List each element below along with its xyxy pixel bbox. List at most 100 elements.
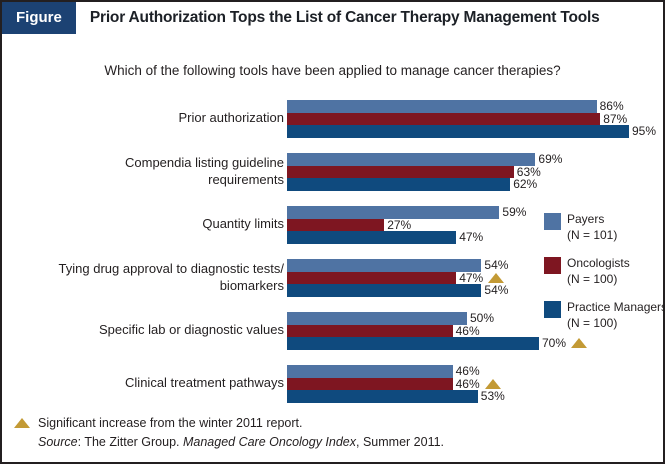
bar-oncologists	[287, 218, 385, 231]
bar-payers	[287, 100, 597, 113]
bar-row: 54%	[287, 259, 508, 272]
bar-row: 69%	[287, 153, 562, 166]
bar-payers	[287, 153, 536, 166]
bar-oncologists	[287, 377, 453, 390]
category-label: Specific lab or diagnostic values	[99, 322, 284, 338]
bar-stack: 86% 87% 95%	[287, 100, 656, 138]
bar-row: 59%	[287, 206, 526, 219]
bar-practice-managers	[287, 284, 482, 297]
bar-stack: 46% 46% 53%	[287, 365, 505, 403]
bar-payers	[287, 206, 500, 219]
value-label: 86%	[599, 99, 624, 114]
value-label: 46%	[455, 376, 480, 391]
chart-group: Prior authorization 86% 87% 95%	[12, 100, 656, 138]
bar-practice-managers	[287, 390, 478, 403]
bar-row: 50%	[287, 312, 587, 325]
category-label: Tying drug approval to diagnostic tests/…	[58, 260, 284, 293]
significance-footnote: Significant increase from the winter 201…	[14, 416, 444, 430]
bar-row: 53%	[287, 390, 505, 403]
figure-header: Figure Prior Authorization Tops the List…	[2, 2, 663, 34]
source-segment: Source	[38, 435, 78, 449]
value-label: 46%	[455, 364, 480, 379]
source-segment: Managed Care Oncology Index	[182, 435, 357, 449]
bar-practice-managers	[287, 178, 511, 191]
chart-legend: Payers (N = 101) Oncologists (N = 100) Pract…	[544, 212, 665, 345]
source-segment: , Summer 2011.	[356, 435, 445, 449]
bar-row: 95%	[287, 125, 656, 138]
survey-question: Which of the following tools have been a…	[104, 63, 561, 78]
bar-row: 87%	[287, 111, 656, 126]
bar-oncologists	[287, 112, 601, 125]
bar-row: 47%	[287, 231, 526, 244]
bar-practice-managers	[287, 231, 457, 244]
value-label: 47%	[459, 230, 484, 245]
category-label: Quantity limits	[202, 216, 284, 232]
bar-row: 86%	[287, 100, 656, 113]
legend-swatch	[544, 301, 561, 319]
value-label: 53%	[480, 389, 505, 404]
value-label: 54%	[484, 283, 509, 298]
value-label: 54%	[484, 258, 509, 273]
value-label: 95%	[632, 124, 657, 139]
significance-triangle-icon	[488, 272, 505, 283]
bar-payers	[287, 312, 467, 325]
bar-row: 63%	[287, 164, 562, 179]
value-label: 46%	[455, 323, 480, 338]
significance-triangle-icon	[571, 338, 588, 349]
bar-oncologists	[287, 271, 457, 284]
value-label: 27%	[387, 217, 412, 232]
figure-tag: Figure	[2, 2, 76, 34]
legend-entry: Payers (N = 101)	[544, 212, 663, 243]
value-label: 63%	[516, 164, 541, 179]
legend-swatch	[544, 257, 561, 275]
bar-payers	[287, 259, 482, 272]
category-label: Compendia listing guideline requirements	[125, 154, 284, 187]
bar-practice-managers	[287, 337, 539, 350]
source-segment: : The Zitter Group.	[77, 435, 183, 449]
value-label: 50%	[470, 311, 495, 326]
bar-row: 54%	[287, 284, 508, 297]
bar-stack: 69% 63% 62%	[287, 153, 562, 191]
bar-row: 46%	[287, 365, 505, 378]
value-label: 59%	[502, 205, 527, 220]
value-label: 62%	[513, 177, 538, 192]
value-label: 47%	[459, 270, 484, 285]
significance-triangle-icon	[14, 418, 30, 428]
category-label: Clinical treatment pathways	[125, 375, 284, 391]
chart-group: Specific lab or diagnostic values 50% 46% 7…	[12, 312, 656, 350]
significance-triangle-icon	[484, 378, 501, 389]
bar-row: 46%	[287, 376, 505, 391]
bar-row: 46%	[287, 323, 587, 338]
footnotes: Significant increase from the winter 201…	[14, 416, 444, 449]
bar-oncologists	[287, 324, 453, 337]
source-note: Source: The Zitter Group. Managed Care O…	[38, 435, 444, 449]
legend-label: Oncologists (N = 100)	[567, 256, 630, 286]
category-label: Prior authorization	[178, 110, 285, 126]
value-label: 70%	[542, 336, 567, 351]
legend-entry: Oncologists (N = 100)	[544, 256, 663, 287]
legend-label: Payers (N = 101)	[567, 212, 618, 242]
chart-group: Quantity limits 59% 27% 47%	[12, 206, 656, 244]
bar-row: 70%	[287, 336, 588, 351]
legend-entry: Practice Managers (N = 100)	[544, 300, 665, 331]
legend-swatch	[544, 213, 561, 230]
bar-stack: 54% 47% 54%	[287, 259, 508, 297]
chart-group: Compendia listing guideline requirements 6…	[12, 153, 656, 191]
bar-oncologists	[287, 165, 514, 178]
bar-row: 47%	[287, 270, 508, 285]
bar-practice-managers	[287, 125, 629, 138]
chart-group: Clinical treatment pathways 46% 46% 53%	[12, 365, 656, 403]
legend-label: Practice Managers (N = 100)	[567, 300, 665, 330]
value-label: 87%	[603, 111, 628, 126]
value-label: 69%	[538, 152, 563, 167]
bar-row: 62%	[287, 178, 562, 191]
figure-title: Prior Authorization Tops the List of Can…	[89, 9, 600, 26]
bar-chart: Prior authorization 86% 87% 95% Compendia li…	[12, 100, 656, 418]
bar-payers	[287, 365, 453, 378]
significance-note-text: Significant increase from the winter 201…	[38, 416, 303, 430]
bar-row: 27%	[287, 217, 526, 232]
bar-stack: 50% 46% 70%	[287, 312, 588, 351]
chart-group: Tying drug approval to diagnostic tests/…	[12, 259, 656, 297]
bar-stack: 59% 27% 47%	[287, 206, 526, 244]
